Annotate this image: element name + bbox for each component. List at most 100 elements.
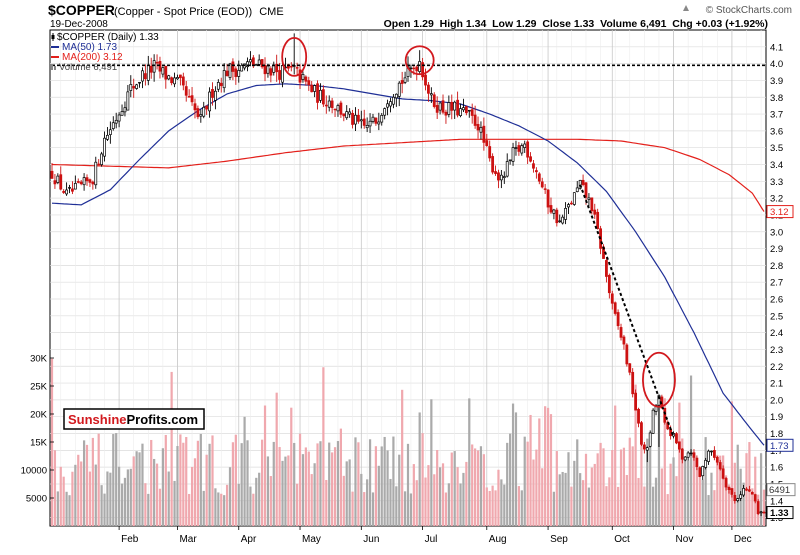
candle-body [473, 114, 477, 126]
candlestick [756, 499, 760, 516]
candle-body [502, 176, 506, 178]
candle-body [351, 112, 354, 125]
candle-body [526, 141, 530, 158]
source-credit[interactable]: © StockCharts.com [706, 5, 792, 16]
candlestick [447, 95, 451, 118]
volume-bar [663, 398, 666, 526]
volume-bar [129, 468, 132, 526]
volume-bar [581, 480, 585, 526]
candle-body [561, 216, 565, 224]
candlestick [324, 95, 328, 114]
price-tick-label: 1.6 [770, 463, 783, 474]
candlestick [520, 143, 524, 156]
volume-bar [249, 486, 252, 526]
volume-bar [479, 446, 483, 526]
candle-body [511, 147, 515, 162]
volume-bar [599, 442, 602, 526]
candlestick [152, 54, 156, 82]
volume-bar [459, 483, 462, 526]
candle-body [120, 111, 124, 116]
volume-bar [666, 494, 669, 526]
candlestick [759, 510, 763, 517]
candle-body [73, 183, 77, 190]
candlestick [316, 80, 319, 110]
volume-bar [611, 450, 614, 526]
candlestick [619, 323, 623, 341]
candle-body [680, 448, 684, 460]
volume-bar [625, 474, 628, 526]
candlestick [129, 75, 133, 98]
candlestick [394, 93, 398, 107]
candle-body [677, 441, 681, 450]
volume-bar [155, 463, 159, 526]
price-tick-label: 2.7 [770, 278, 783, 289]
candlestick [94, 156, 98, 189]
candlestick [680, 448, 684, 464]
candle-body [295, 67, 299, 69]
volume-bar [433, 474, 436, 526]
volume-bar [558, 474, 561, 526]
candle-body [371, 116, 375, 122]
candle-body [529, 156, 532, 162]
candlestick [68, 184, 71, 194]
candlestick [237, 60, 241, 83]
candle-body [260, 59, 264, 68]
candlestick [707, 449, 710, 465]
volume-bar [190, 466, 194, 526]
candlestick [742, 485, 745, 497]
candlestick-icon-body [51, 35, 55, 39]
candlestick [648, 430, 652, 448]
volume-bar [354, 437, 357, 526]
volume-bar [348, 459, 351, 526]
price-tick-label: 1.8 [770, 429, 783, 440]
volume-bar [313, 463, 316, 526]
candle-body [176, 77, 179, 80]
candle-body [386, 103, 389, 108]
price-tick-label: 2.3 [770, 345, 783, 356]
volume-bar [231, 442, 235, 526]
candle-body [727, 486, 731, 490]
candlestick [438, 102, 442, 115]
volume-bar [109, 472, 112, 526]
badge-frame [766, 506, 794, 520]
candle-body [56, 175, 60, 183]
candlestick [476, 116, 480, 139]
month-label: Oct [614, 534, 630, 545]
candlestick [715, 455, 719, 466]
volume-bar [511, 403, 515, 526]
candlestick [310, 81, 314, 93]
candle-body [266, 65, 270, 74]
candlestick [321, 85, 325, 107]
candlestick [59, 166, 63, 191]
candle-body [692, 452, 696, 458]
volume-bar [80, 461, 83, 526]
volume-bar [652, 486, 655, 526]
candlestick [698, 466, 702, 478]
volume-bar [234, 434, 237, 526]
watermark-text: SunshineProfits.com [68, 412, 198, 427]
candlestick [211, 82, 214, 106]
candle-body [464, 106, 468, 114]
triangle-up-icon [683, 5, 689, 11]
candle-body [319, 89, 322, 101]
volume-bar [742, 482, 745, 526]
candle-body [523, 143, 527, 148]
candle-body [616, 312, 620, 327]
volume-bar [322, 367, 325, 526]
legend-item-price: $COPPER (Daily) 1.33 [51, 32, 159, 43]
volume-bar [307, 451, 310, 526]
candlestick [65, 182, 68, 196]
candle-body [537, 173, 541, 182]
candlestick [161, 66, 165, 78]
volume-bar [351, 491, 354, 526]
candlestick [596, 208, 600, 230]
candlestick [170, 76, 174, 86]
volume-bar [546, 407, 550, 526]
candle-body [552, 209, 556, 214]
volume-bar [474, 448, 477, 526]
volume-bar [310, 474, 313, 526]
candlestick [523, 140, 527, 153]
volume-bar [584, 453, 588, 526]
candle-body [254, 64, 258, 66]
candle-body [91, 181, 95, 185]
